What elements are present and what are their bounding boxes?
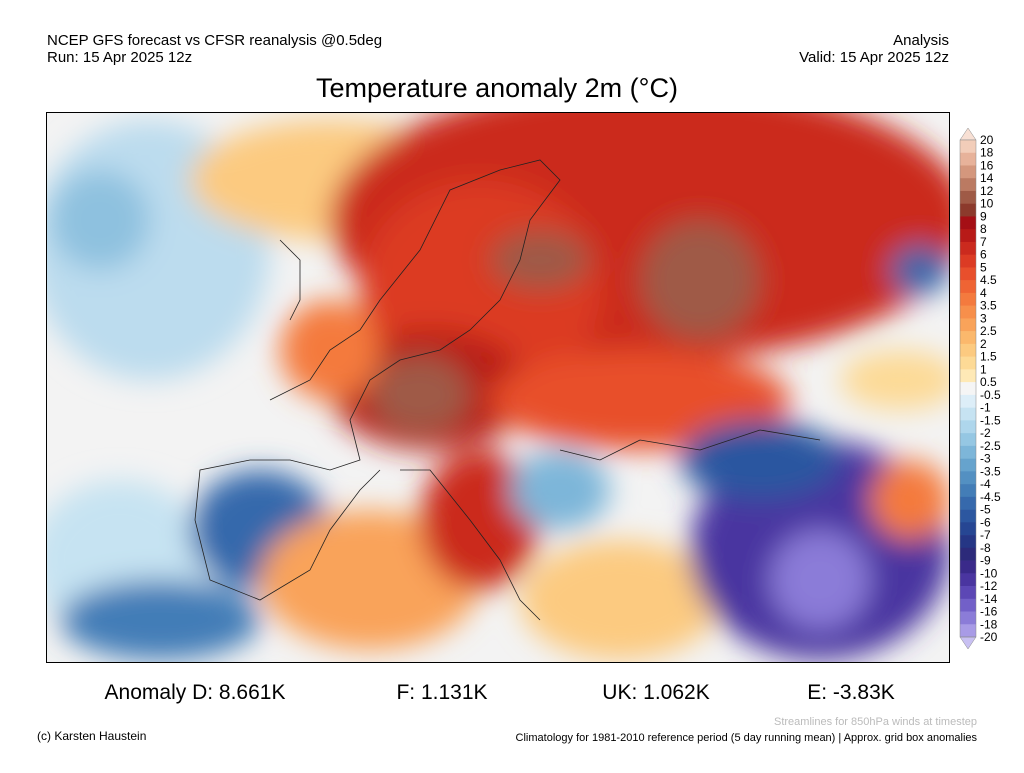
colorbar-label: 1 xyxy=(980,362,987,376)
colorbar-swatch xyxy=(960,573,976,587)
colorbar-swatch xyxy=(960,560,976,574)
streamline-note: Streamlines for 850hPa winds at timestep xyxy=(774,716,977,728)
colorbar-swatch xyxy=(960,598,976,612)
colorbar-label: -7 xyxy=(980,528,991,542)
colorbar-label: -2.5 xyxy=(980,439,1001,453)
credit: (c) Karsten Haustein xyxy=(37,729,146,743)
colorbar-swatch xyxy=(960,433,976,447)
colorbar-label: 6 xyxy=(980,248,987,262)
colorbar-label: -14 xyxy=(980,592,998,606)
colorbar-swatch xyxy=(960,305,976,319)
colorbar-swatch xyxy=(960,318,976,332)
map xyxy=(46,112,950,663)
colorbar-label: -3.5 xyxy=(980,464,1001,478)
colorbar-swatch xyxy=(960,624,976,638)
colorbar: 201816141210987654.543.532.521.510.5-0.5… xyxy=(959,127,1001,650)
colorbar-swatch xyxy=(960,471,976,485)
colorbar-label: -0.5 xyxy=(980,388,1001,402)
colorbar-swatch xyxy=(960,292,976,306)
climatology-note: Climatology for 1981-2010 reference peri… xyxy=(516,732,978,744)
header-model: NCEP GFS forecast vs CFSR reanalysis @0.… xyxy=(47,32,382,49)
colorbar-swatch xyxy=(960,165,976,179)
colorbar-label: -1 xyxy=(980,401,991,415)
colorbar-label: -4 xyxy=(980,477,991,491)
colorbar-label: -18 xyxy=(980,617,998,631)
colorbar-label: 16 xyxy=(980,158,994,172)
colorbar-swatch xyxy=(960,152,976,166)
colorbar-swatch xyxy=(960,547,976,561)
colorbar-frame xyxy=(959,139,977,638)
colorbar-label: 3.5 xyxy=(980,299,997,313)
colorbar-label: -4.5 xyxy=(980,490,1001,504)
map-title: Temperature anomaly 2m (°C) xyxy=(316,73,678,103)
colorbar-swatch xyxy=(960,420,976,434)
colorbar-swatch xyxy=(960,356,976,370)
colorbar-swatch xyxy=(960,586,976,600)
colorbar-label: -16 xyxy=(980,605,998,619)
colorbar-swatch xyxy=(960,229,976,243)
colorbar-label: 9 xyxy=(980,209,987,223)
colorbar-label: -8 xyxy=(980,541,991,555)
colorbar-swatch xyxy=(960,458,976,472)
colorbar-label: 14 xyxy=(980,171,994,185)
colorbar-label: 5 xyxy=(980,260,987,274)
header-run: Run: 15 Apr 2025 12z xyxy=(47,49,192,66)
colorbar-swatch xyxy=(960,484,976,498)
colorbar-swatch xyxy=(960,241,976,255)
colorbar-swatch xyxy=(960,445,976,459)
colorbar-swatch xyxy=(960,509,976,523)
colorbar-label: 2 xyxy=(980,337,987,351)
colorbar-label: -6 xyxy=(980,515,991,529)
colorbar-swatch xyxy=(960,343,976,357)
colorbar-swatch xyxy=(960,216,976,230)
colorbar-swatch xyxy=(960,496,976,510)
header-valid: Valid: 15 Apr 2025 12z xyxy=(799,49,949,66)
colorbar-swatch xyxy=(960,178,976,192)
colorbar-label: -3 xyxy=(980,452,991,466)
colorbar-end xyxy=(959,127,977,141)
colorbar-label: 18 xyxy=(980,146,994,160)
colorbar-swatch xyxy=(960,407,976,421)
colorbar-swatch xyxy=(960,382,976,396)
colorbar-label: -2 xyxy=(980,426,991,440)
colorbar-label: 12 xyxy=(980,184,994,198)
colorbar-label: 4 xyxy=(980,286,987,300)
colorbar-end xyxy=(959,636,977,650)
colorbar-swatch xyxy=(960,140,976,154)
colorbar-swatch xyxy=(960,611,976,625)
anomaly-e: E: -3.83K xyxy=(807,681,895,704)
colorbar-label: 0.5 xyxy=(980,375,997,389)
colorbar-label: 10 xyxy=(980,197,994,211)
anomaly-d: Anomaly D: 8.661K xyxy=(105,681,286,704)
colorbar-label: -5 xyxy=(980,503,991,517)
colorbar-label: 1.5 xyxy=(980,350,997,364)
colorbar-label: -20 xyxy=(980,630,998,644)
anomaly-f: F: 1.131K xyxy=(396,681,487,704)
colorbar-label: -9 xyxy=(980,554,991,568)
colorbar-label: -12 xyxy=(980,579,998,593)
colorbar-swatch xyxy=(960,369,976,383)
anomaly-uk: UK: 1.062K xyxy=(602,681,709,704)
colorbar-label: 4.5 xyxy=(980,273,997,287)
colorbar-swatch xyxy=(960,394,976,408)
colorbar-label: -10 xyxy=(980,566,998,580)
colorbar-label: 8 xyxy=(980,222,987,236)
colorbar-swatch xyxy=(960,522,976,536)
colorbar-swatch xyxy=(960,203,976,217)
colorbar-label: 7 xyxy=(980,235,987,249)
colorbar-swatch xyxy=(960,280,976,294)
colorbar-swatch xyxy=(960,267,976,281)
colorbar-label: 20 xyxy=(980,133,994,147)
header-analysis: Analysis xyxy=(893,32,949,49)
colorbar-label: 2.5 xyxy=(980,324,997,338)
colorbar-label: -1.5 xyxy=(980,413,1001,427)
colorbar-label: 3 xyxy=(980,311,987,325)
colorbar-swatch xyxy=(960,254,976,268)
colorbar-swatch xyxy=(960,535,976,549)
colorbar-swatch xyxy=(960,331,976,345)
colorbar-swatch xyxy=(960,190,976,205)
